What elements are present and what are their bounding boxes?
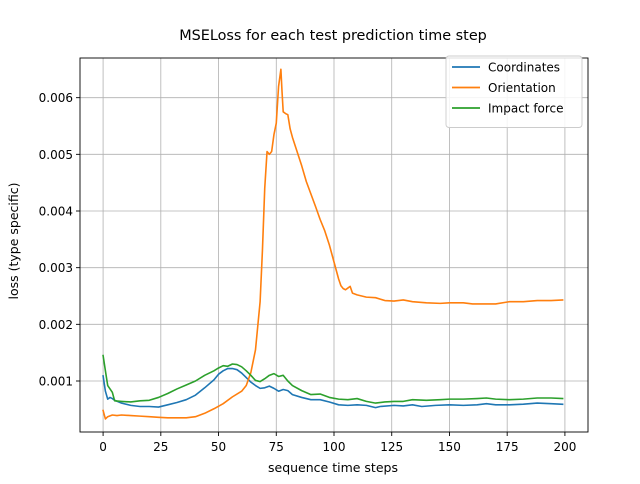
- x-axis-label: sequence time steps: [268, 460, 398, 475]
- series-line-coordinates: [102, 367, 564, 409]
- x-tick-label-0: 0: [99, 440, 107, 454]
- chart-title: MSELoss for each test prediction time st…: [179, 28, 487, 44]
- grid-layer: [80, 58, 588, 432]
- legend-label-orientation: Orientation: [488, 81, 556, 95]
- y-tick-label-5: 0.006: [39, 91, 73, 105]
- series-line-impact-force: [102, 354, 564, 404]
- y-tick-label-4: 0.005: [39, 148, 73, 162]
- y-tick-label-2: 0.003: [39, 261, 73, 275]
- legend-label-coordinates: Coordinates: [488, 61, 560, 75]
- legend: Coordinates Orientation Impact force: [445, 55, 583, 128]
- legend-box: [445, 55, 583, 128]
- legend-label-impact-force: Impact force: [488, 102, 564, 116]
- axes-layer: 0 25 50 75 100 125 150 175 200 0.001 0.002 0.003 0.0…: [39, 57, 589, 454]
- series-layer: [102, 68, 564, 420]
- x-tick-label-8: 200: [553, 440, 576, 454]
- y-tick-label-3: 0.004: [39, 205, 73, 219]
- series-line-orientation: [102, 68, 564, 420]
- x-tick-label-4: 100: [323, 440, 346, 454]
- x-tick-label-2: 50: [211, 440, 226, 454]
- x-tick-label-6: 150: [438, 440, 461, 454]
- x-tick-label-5: 125: [380, 440, 403, 454]
- y-tick-label-0: 0.001: [39, 375, 73, 389]
- x-tick-label-7: 175: [496, 440, 519, 454]
- x-tick-label-3: 75: [269, 440, 284, 454]
- x-tick-label-1: 25: [153, 440, 168, 454]
- y-tick-label-1: 0.002: [39, 318, 73, 332]
- y-axis-label: loss (type specific): [6, 183, 21, 300]
